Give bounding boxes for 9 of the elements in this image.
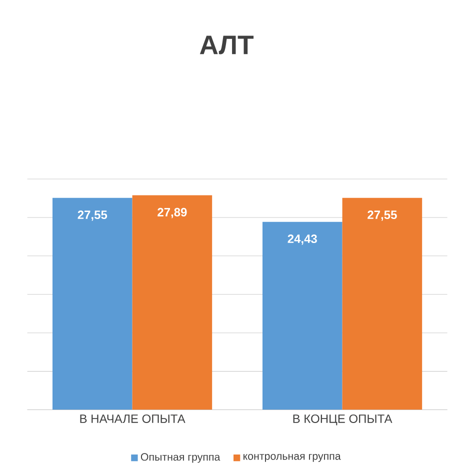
data-label: 27,89 <box>158 208 187 218</box>
x-tick-label: В КОНЦЕ ОПЫТА <box>293 414 392 426</box>
chart-title: АЛТ <box>200 36 254 54</box>
data-label: 27,55 <box>368 210 397 221</box>
x-tick-label: В НАЧАЛЕ ОПЫТА <box>80 414 186 423</box>
legend-label: Опытная группа <box>140 453 220 463</box>
legend-label: контрольная группа <box>244 454 341 462</box>
data-label: 27,55 <box>78 210 108 221</box>
data-label: 24,43 <box>288 234 317 245</box>
